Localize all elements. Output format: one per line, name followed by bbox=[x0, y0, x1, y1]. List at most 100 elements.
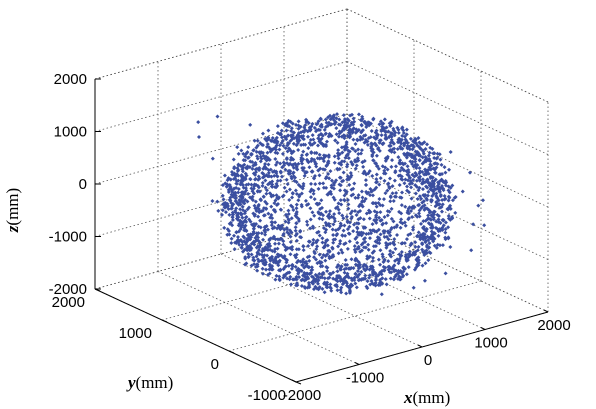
data-point bbox=[384, 282, 389, 287]
data-point bbox=[307, 258, 312, 263]
data-point bbox=[291, 208, 296, 213]
data-point bbox=[405, 164, 410, 169]
data-point bbox=[269, 212, 274, 217]
data-point bbox=[277, 278, 282, 283]
data-point bbox=[399, 250, 404, 255]
data-point bbox=[297, 134, 302, 139]
data-point bbox=[405, 258, 410, 263]
data-point bbox=[418, 237, 423, 242]
data-point bbox=[319, 141, 324, 146]
data-point bbox=[411, 227, 416, 232]
data-point bbox=[375, 210, 380, 215]
data-point bbox=[443, 180, 448, 185]
x-tick-mark bbox=[417, 344, 423, 348]
data-point bbox=[316, 186, 321, 191]
data-point bbox=[285, 182, 290, 187]
data-point bbox=[383, 277, 388, 282]
data-point bbox=[332, 212, 337, 217]
x-tick-label: -1000 bbox=[346, 370, 384, 387]
data-point bbox=[411, 225, 416, 230]
data-point bbox=[294, 212, 299, 217]
data-point bbox=[257, 150, 262, 155]
data-point bbox=[256, 257, 261, 262]
data-point bbox=[348, 170, 353, 175]
data-point bbox=[315, 238, 320, 243]
data-point bbox=[279, 128, 284, 133]
data-point bbox=[432, 151, 437, 156]
data-point bbox=[355, 274, 360, 279]
data-point bbox=[294, 274, 299, 279]
data-point bbox=[373, 136, 378, 141]
data-point bbox=[248, 122, 253, 127]
data-point bbox=[400, 190, 405, 195]
data-point bbox=[425, 185, 430, 190]
data-point bbox=[364, 284, 369, 289]
data-point bbox=[453, 210, 458, 215]
data-point bbox=[223, 210, 228, 215]
data-point bbox=[341, 113, 346, 118]
data-point bbox=[295, 139, 300, 144]
data-point bbox=[243, 197, 248, 202]
data-point bbox=[425, 142, 430, 147]
data-point bbox=[377, 196, 382, 201]
data-point bbox=[324, 120, 329, 125]
data-point bbox=[309, 265, 314, 270]
data-point bbox=[328, 282, 333, 287]
data-point bbox=[306, 239, 311, 244]
data-point bbox=[338, 287, 343, 292]
data-point bbox=[409, 209, 414, 214]
data-point bbox=[345, 133, 350, 138]
data-point bbox=[332, 160, 337, 165]
data-point bbox=[356, 152, 361, 157]
data-point bbox=[222, 173, 227, 178]
data-point bbox=[420, 249, 425, 254]
data-point bbox=[331, 222, 336, 227]
data-point bbox=[331, 270, 336, 275]
data-point bbox=[326, 214, 331, 219]
data-point bbox=[246, 191, 251, 196]
data-point bbox=[346, 266, 351, 271]
data-point bbox=[316, 281, 320, 286]
x-axis-label: x(mm) bbox=[403, 388, 450, 407]
data-point bbox=[307, 125, 312, 130]
data-point bbox=[243, 171, 248, 176]
data-point bbox=[453, 194, 458, 199]
data-point bbox=[252, 138, 257, 143]
data-point bbox=[326, 115, 330, 120]
data-point bbox=[354, 235, 359, 240]
data-point bbox=[334, 178, 339, 183]
data-point bbox=[273, 277, 278, 282]
data-point bbox=[297, 275, 302, 280]
y-tick-mark bbox=[295, 381, 302, 385]
data-point bbox=[341, 216, 346, 221]
data-point bbox=[426, 189, 431, 194]
y-tick-label: 1000 bbox=[119, 325, 152, 342]
data-point bbox=[306, 146, 311, 151]
data-point bbox=[286, 212, 291, 217]
data-point bbox=[310, 169, 315, 174]
data-point bbox=[311, 287, 316, 292]
data-point bbox=[383, 191, 388, 196]
data-point bbox=[359, 248, 364, 253]
data-point bbox=[247, 243, 252, 248]
data-point bbox=[239, 148, 244, 153]
data-point bbox=[436, 180, 441, 185]
data-point bbox=[220, 208, 225, 213]
data-point bbox=[405, 153, 410, 158]
data-point bbox=[359, 122, 364, 127]
data-point bbox=[263, 162, 268, 167]
data-point bbox=[283, 264, 288, 269]
data-point bbox=[361, 217, 366, 222]
data-point bbox=[291, 277, 296, 282]
data-point bbox=[258, 243, 263, 248]
data-point bbox=[345, 116, 350, 121]
data-point bbox=[352, 222, 357, 227]
data-point bbox=[312, 249, 317, 254]
data-point bbox=[395, 257, 400, 262]
data-point bbox=[396, 155, 401, 160]
data-point bbox=[296, 247, 301, 252]
data-point bbox=[281, 275, 286, 280]
data-point bbox=[321, 226, 326, 231]
data-point bbox=[387, 143, 392, 148]
data-point bbox=[288, 252, 293, 257]
